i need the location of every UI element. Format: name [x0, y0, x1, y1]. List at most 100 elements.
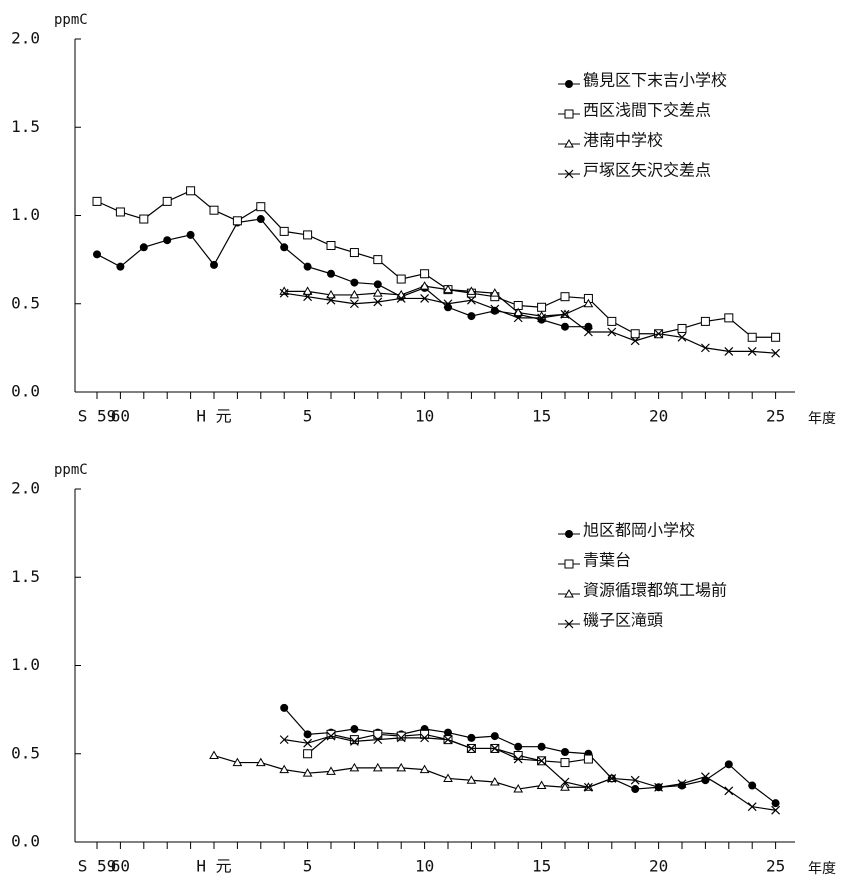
marker [490, 304, 500, 314]
marker [654, 329, 664, 339]
x-tick-label: H 元 [196, 407, 231, 426]
marker [279, 735, 289, 745]
marker [93, 250, 101, 259]
marker [139, 243, 148, 252]
marker [537, 742, 546, 751]
marker [419, 764, 430, 774]
marker [396, 274, 406, 284]
y-tick-label: 0.0 [11, 382, 40, 401]
marker [513, 784, 524, 793]
marker [561, 747, 569, 756]
marker [373, 297, 383, 307]
marker [349, 299, 359, 309]
marker [302, 768, 313, 777]
marker [256, 202, 266, 212]
x-tick-label: 10 [415, 857, 434, 876]
marker [373, 255, 383, 265]
marker [564, 559, 574, 569]
y-tick-label: 1.5 [11, 567, 40, 586]
marker [186, 186, 196, 196]
marker [747, 802, 757, 812]
marker [326, 241, 336, 251]
series-line [96, 190, 776, 338]
marker [373, 735, 383, 745]
marker [349, 762, 360, 772]
marker [326, 766, 336, 775]
marker [372, 762, 383, 772]
marker [630, 775, 640, 785]
marker [583, 298, 594, 308]
x-tick-label: 25 [766, 407, 785, 426]
marker [326, 295, 336, 305]
legend-label: 戸塚区矢沢交差点 [583, 161, 711, 180]
x-tick-label: 15 [532, 407, 551, 426]
marker [162, 196, 172, 206]
series-line [283, 707, 776, 804]
marker [466, 286, 477, 295]
marker [513, 313, 523, 323]
marker [560, 782, 570, 791]
y-tick-label: 0.5 [11, 293, 40, 312]
marker [466, 744, 476, 753]
marker [700, 316, 710, 326]
marker [466, 775, 477, 784]
marker [607, 316, 617, 326]
marker [255, 757, 266, 767]
y-axis-label: ppmC [54, 462, 88, 478]
x-tick-label: H 元 [196, 857, 231, 876]
marker [443, 299, 453, 309]
marker [607, 327, 617, 337]
x-tick-label: 15 [532, 857, 551, 876]
marker [396, 294, 406, 303]
legend-label: 磯子区滝頭 [583, 611, 663, 630]
marker [583, 782, 593, 792]
marker [350, 725, 359, 734]
x-tick-label: 5 [303, 407, 313, 426]
marker [396, 731, 406, 741]
marker [607, 774, 617, 783]
y-tick-label: 1.0 [11, 205, 40, 224]
legend-label: 資源循環都筑工場前 [583, 581, 727, 600]
marker [326, 731, 336, 741]
marker [303, 230, 313, 240]
legend-label: 港南中学校 [583, 131, 663, 150]
marker [513, 754, 523, 764]
marker [724, 760, 733, 769]
marker [186, 230, 195, 239]
x-tick-label: 60 [111, 857, 130, 876]
series-line [284, 285, 589, 317]
marker [420, 294, 430, 303]
marker [372, 288, 383, 297]
y-tick-label: 1.5 [11, 117, 40, 136]
marker [373, 280, 382, 289]
marker [536, 780, 547, 790]
marker [560, 309, 570, 319]
marker [771, 799, 780, 808]
marker [564, 619, 574, 629]
marker [537, 302, 547, 312]
marker [139, 214, 149, 224]
marker [514, 742, 523, 751]
marker [349, 289, 360, 299]
marker [630, 336, 640, 346]
marker [443, 773, 453, 782]
marker [303, 292, 313, 302]
x-tick-label: S 59 [78, 857, 117, 876]
marker [583, 327, 593, 337]
marker [420, 733, 430, 743]
marker [302, 286, 313, 295]
marker [373, 729, 383, 739]
marker [327, 269, 335, 278]
marker [467, 312, 476, 321]
marker [420, 269, 430, 279]
x-tick-label: 20 [649, 857, 668, 876]
marker [444, 728, 452, 737]
marker [232, 757, 243, 767]
marker [490, 744, 500, 753]
marker [303, 730, 312, 739]
marker [350, 278, 359, 287]
y-tick-label: 2.0 [11, 479, 40, 498]
y-tick-label: 0.0 [11, 832, 40, 851]
marker [349, 248, 359, 258]
